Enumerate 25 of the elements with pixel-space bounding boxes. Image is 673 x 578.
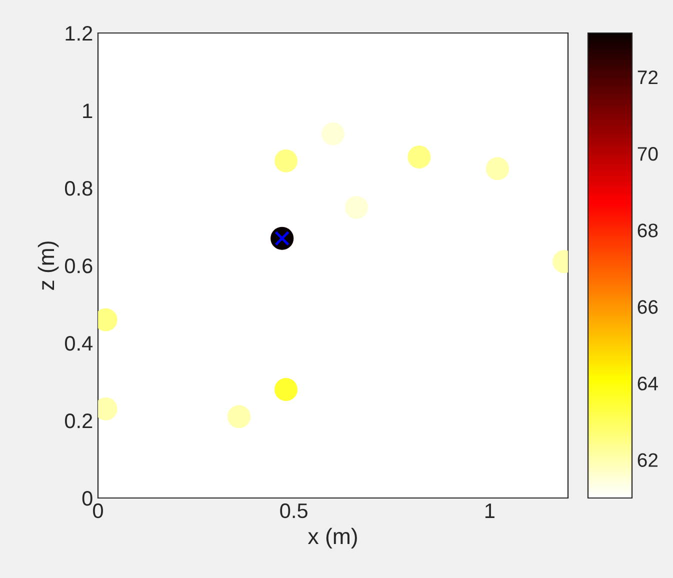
point — [274, 378, 298, 402]
y-axis-title: z (m) — [38, 242, 59, 290]
y-tick-label: 0.4 — [64, 336, 93, 351]
y-tick-label: 0.2 — [64, 414, 92, 428]
color-bar-label: 72 — [638, 70, 658, 84]
color-bar-label: 68 — [638, 224, 658, 238]
color-bar-label: 64 — [638, 376, 658, 390]
x-axis-title: x (m) — [308, 528, 357, 549]
point — [321, 122, 345, 146]
y-tick-label: 0.6 — [64, 258, 92, 274]
point — [227, 405, 251, 428]
point — [408, 145, 431, 169]
x-tick-label: 1 — [485, 504, 494, 518]
y-tick-label: 0.8 — [64, 181, 92, 196]
y-tick-label: 0 — [82, 491, 92, 506]
x-tick-label: 0 — [93, 503, 103, 518]
y-tick-label: 1 — [83, 104, 92, 118]
color-bar-label: 70 — [638, 147, 658, 161]
color-bar-label: 66 — [638, 300, 658, 314]
point — [344, 196, 368, 219]
color-bar-label: 62 — [638, 453, 658, 467]
y-tick-label: 1.2 — [66, 26, 92, 41]
point — [486, 157, 510, 180]
x-tick-label: 0.5 — [280, 503, 308, 518]
point — [274, 149, 298, 172]
